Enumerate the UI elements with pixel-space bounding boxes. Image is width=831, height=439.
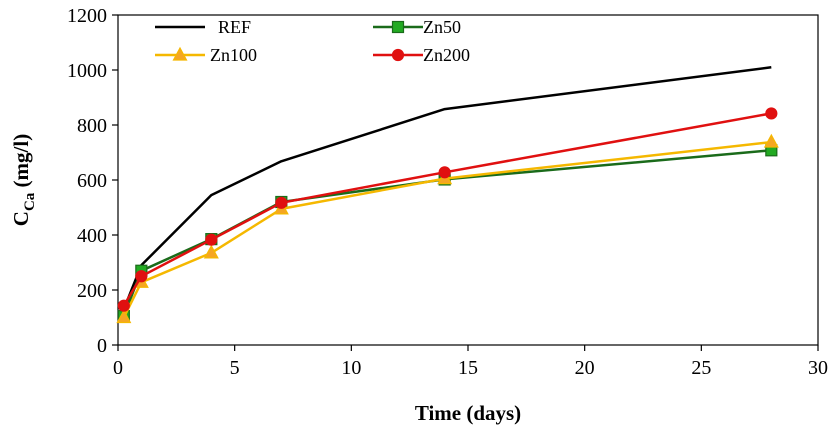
y-tick-label: 1200 xyxy=(67,5,107,27)
series-ref xyxy=(122,66,772,310)
data-point-zn200 xyxy=(765,107,778,120)
legend-item-ref: REF xyxy=(155,17,251,37)
y-axis-title: CCa (mg/l) xyxy=(9,134,38,226)
x-tick-label: 25 xyxy=(691,357,711,379)
x-axis-title: Time (days) xyxy=(415,401,521,425)
legend-marker xyxy=(172,46,188,61)
x-tick-label: 0 xyxy=(113,357,123,379)
y-axis-title-sub: Ca xyxy=(22,192,38,211)
legend-marker xyxy=(391,20,405,34)
series-zn100 xyxy=(116,133,779,324)
x-tick-label: 15 xyxy=(458,357,478,379)
legend-item-zn50: Zn50 xyxy=(373,17,461,37)
y-axis-title-main: C xyxy=(9,211,33,226)
legend-label: Zn200 xyxy=(423,45,470,65)
legend-label: Zn50 xyxy=(423,17,461,37)
y-tick-label: 600 xyxy=(77,170,107,192)
legend-item-zn200: Zn200 xyxy=(373,45,470,65)
y-tick-label: 0 xyxy=(97,335,107,357)
legend-item-zn100: Zn100 xyxy=(155,45,257,65)
series-line-zn200 xyxy=(122,112,772,307)
x-tick-label: 5 xyxy=(230,357,240,379)
data-point-zn200 xyxy=(438,166,451,179)
series-line-ref xyxy=(122,66,772,310)
y-axis-title-unit: (mg/l) xyxy=(9,134,33,193)
legend-label: REF xyxy=(218,17,251,37)
y-tick-label: 400 xyxy=(77,225,107,247)
data-point-zn200 xyxy=(135,270,148,283)
data-point-zn100 xyxy=(203,244,219,259)
series-zn200 xyxy=(117,107,778,312)
data-point-zn200 xyxy=(117,299,130,312)
y-tick-label: 1000 xyxy=(67,60,107,82)
data-point-zn200 xyxy=(275,196,288,209)
data-point-zn100 xyxy=(763,133,779,148)
y-tick-label: 200 xyxy=(77,280,107,302)
legend-marker xyxy=(391,48,405,62)
legend-label: Zn100 xyxy=(210,45,257,65)
x-tick-label: 10 xyxy=(341,357,361,379)
x-tick-label: 30 xyxy=(808,357,828,379)
data-point-zn200 xyxy=(205,233,218,246)
series-line-zn100 xyxy=(122,140,772,319)
y-tick-label: 800 xyxy=(77,115,107,137)
x-tick-label: 20 xyxy=(575,357,595,379)
data-point-zn100 xyxy=(116,309,132,324)
